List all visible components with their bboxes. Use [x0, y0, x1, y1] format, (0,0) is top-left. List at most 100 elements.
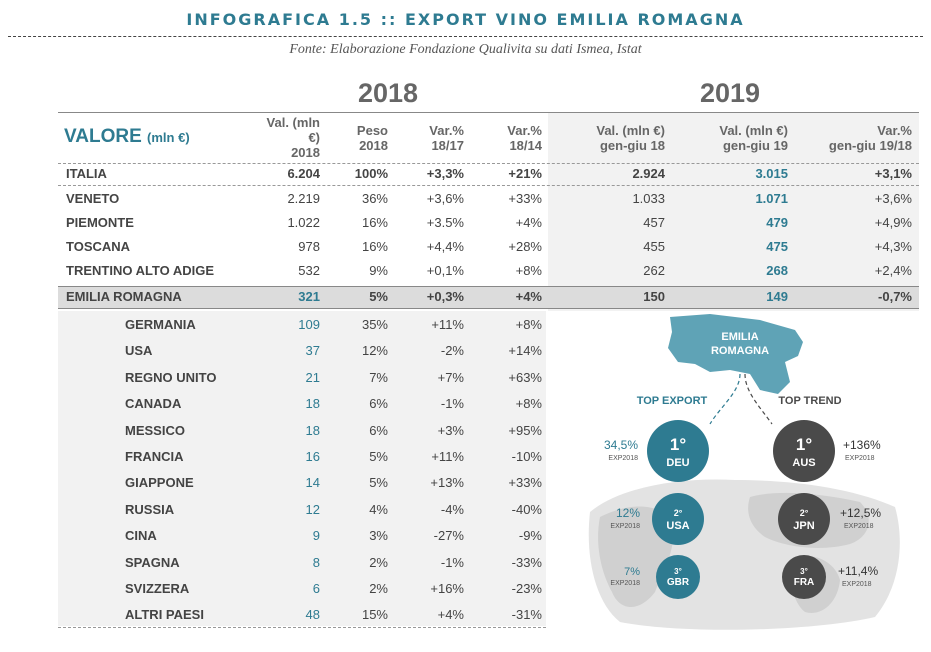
export-rank-2: 2°: [674, 508, 683, 518]
country-v2-cell: -40%: [511, 501, 542, 517]
country-v1-cell: -4%: [440, 501, 464, 517]
country-name: CANADA: [125, 396, 182, 412]
country-val-cell: 14: [305, 475, 320, 491]
country-v2-cell: +8%: [515, 396, 542, 412]
country-peso-cell: 4%: [369, 501, 388, 517]
header-line: Var.%: [877, 123, 912, 138]
header-var-1814: Var.% 18/14: [478, 123, 542, 153]
shade-countries: [58, 311, 546, 626]
country-peso-cell: 5%: [369, 449, 388, 464]
title-divider: [8, 36, 923, 37]
region-gg19-cell: 475: [766, 239, 788, 254]
export-circle-3: [656, 555, 700, 599]
export-share-1: 34,5%: [604, 438, 638, 452]
header-line: gen-giu 19: [722, 138, 788, 153]
region-peso-cell: 100%: [354, 166, 388, 181]
country-val-cell: 109: [298, 317, 320, 332]
header-line: 2018: [359, 138, 388, 153]
trend-rank-2: 2°: [800, 508, 809, 518]
country-v2-cell: +14%: [508, 343, 542, 359]
header-line: €): [308, 130, 320, 145]
italia-rule: [58, 185, 919, 186]
region-vargg-cell: -0,7%: [878, 289, 912, 304]
header-line: 2018: [291, 145, 320, 160]
header-line: Var.%: [429, 123, 464, 138]
trend-tag-1: EXP2018: [845, 455, 875, 462]
trend-tag-2: EXP2018: [844, 523, 874, 530]
country-v2-cell: +33%: [508, 475, 542, 491]
country-name: CINA: [125, 528, 157, 544]
country-name: ALTRI PAESI: [125, 607, 204, 623]
trend-circle-2: [778, 493, 830, 545]
header-top-rule: [58, 112, 919, 113]
header-line: Val. (mln: [266, 115, 320, 130]
country-v1-cell: +11%: [431, 449, 464, 464]
top-trend-label: TOP TREND: [778, 395, 841, 407]
trend-growth-2: +12,5%: [840, 506, 881, 520]
emilia-romagna-band: [58, 286, 919, 308]
region-name: VENETO: [66, 191, 120, 206]
country-name: REGNO UNITO: [125, 369, 217, 385]
country-val-cell: 8: [312, 554, 320, 570]
region-val2018-cell: 1.022: [287, 215, 320, 230]
trend-rank-1: 1°: [796, 435, 812, 454]
country-name: GIAPPONE: [125, 475, 194, 491]
region-var1817-cell: +3.5%: [426, 215, 464, 230]
trend-tag-3: EXP2018: [842, 581, 872, 588]
country-peso-cell: 35%: [361, 317, 388, 332]
year-2018-heading: 2018: [358, 78, 419, 108]
region-val2018-cell: 321: [298, 289, 320, 304]
region-var1814-cell: +28%: [508, 239, 542, 254]
export-tag-3: EXP2018: [610, 580, 640, 587]
region-gg19-cell: 3.015: [755, 166, 788, 181]
country-val-cell: 16: [305, 449, 320, 464]
country-peso-cell: 15%: [361, 607, 388, 623]
country-peso-cell: 2%: [369, 581, 388, 596]
region-vargg-cell: +3,6%: [874, 191, 912, 206]
region-gg19-cell: 268: [766, 263, 788, 278]
country-v1-cell: -1%: [440, 554, 464, 570]
countries-bottom-rule: [58, 627, 546, 628]
valore-main: VALORE: [64, 126, 142, 147]
trend-circle-3: [782, 555, 826, 599]
connector-export: [709, 373, 741, 425]
region-vargg-cell: +2,4%: [874, 263, 912, 278]
region-gg19-cell: 479: [766, 215, 788, 230]
header-bottom-rule: [58, 163, 919, 164]
country-v1-cell: +16%: [430, 581, 464, 596]
region-val2018-cell: 6.204: [287, 166, 320, 181]
region-var1817-cell: +3,3%: [426, 166, 464, 181]
export-code-2: USA: [666, 520, 689, 532]
valore-label: VALORE (mln €): [64, 126, 190, 148]
top-export-label: TOP EXPORT: [637, 395, 708, 407]
country-v2-cell: -10%: [511, 449, 542, 464]
region-var1817-cell: +4,4%: [426, 239, 464, 254]
country-val-cell: 12: [305, 501, 320, 517]
shade-2019-columns: [548, 112, 919, 311]
region-name: PIEMONTE: [66, 215, 134, 230]
region-var1817-cell: +0,1%: [426, 263, 464, 278]
country-v1-cell: +13%: [430, 475, 464, 491]
trend-code-3: FRA: [794, 577, 815, 588]
region-peso-cell: 16%: [361, 215, 388, 230]
export-tag-1: EXP2018: [608, 455, 638, 462]
region-gg18-cell: 1.033: [632, 191, 665, 206]
trend-code-1: AUS: [792, 457, 815, 469]
export-circle-2: [652, 493, 704, 545]
emilia-top-rule: [58, 286, 919, 287]
export-circle-1: [647, 420, 709, 482]
export-tag-2: EXP2018: [610, 523, 640, 530]
region-name: EMILIA ROMAGNA: [66, 289, 182, 304]
country-peso-cell: 6%: [369, 422, 388, 438]
country-v2-cell: -31%: [511, 607, 542, 623]
country-peso-cell: 5%: [369, 475, 388, 491]
country-val-cell: 9: [312, 528, 320, 544]
country-val-cell: 6: [312, 581, 320, 596]
header-line: 18/14: [509, 138, 542, 153]
country-val-cell: 48: [305, 607, 320, 623]
valore-unit: (mln €): [147, 130, 190, 145]
country-name: GERMANIA: [125, 317, 196, 332]
region-name: TRENTINO ALTO ADIGE: [66, 263, 215, 278]
region-var1814-cell: +8%: [515, 263, 542, 278]
region-var1817-cell: +0,3%: [426, 289, 464, 304]
